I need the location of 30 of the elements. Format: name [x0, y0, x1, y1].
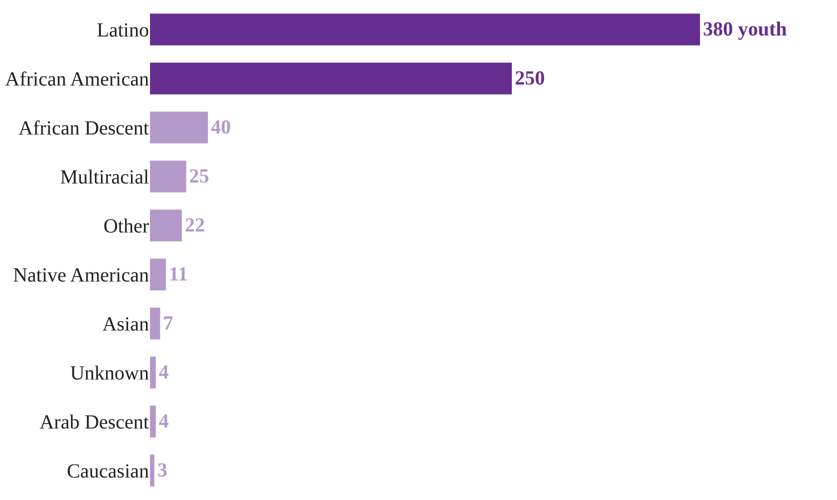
data-label: 250	[514, 68, 545, 90]
data-label: 22	[184, 214, 205, 237]
data-label: 4	[158, 362, 169, 384]
y-tick-label: African Descent	[18, 118, 150, 140]
y-tick-label: Asian	[102, 314, 149, 336]
data-label: 40	[210, 116, 231, 139]
data-label: 3	[157, 460, 168, 482]
data-label: 7	[163, 312, 174, 335]
data-label: 4	[158, 410, 169, 432]
y-tick-label: Latino	[96, 20, 149, 42]
y-tick-label: Unknown	[70, 362, 149, 384]
y-tick-label: Multiracial	[60, 166, 150, 188]
y-tick-label: Other	[103, 216, 150, 238]
data-label: 380 youth	[703, 18, 787, 40]
bar	[150, 356, 156, 388]
bar	[150, 210, 182, 242]
y-tick-label: African American	[5, 68, 149, 90]
y-tick-label: Arab Descent	[40, 412, 150, 434]
y-tick-label: Native American	[12, 264, 149, 286]
bar	[150, 406, 156, 438]
bar	[150, 308, 160, 340]
bar	[150, 14, 700, 46]
bar	[150, 454, 154, 486]
bar	[150, 112, 208, 144]
data-label: 25	[189, 166, 210, 188]
bar	[150, 160, 186, 192]
bar	[150, 62, 512, 94]
data-label: 11	[168, 264, 188, 286]
bar	[150, 258, 166, 290]
y-tick-label: Caucasian	[66, 460, 149, 482]
